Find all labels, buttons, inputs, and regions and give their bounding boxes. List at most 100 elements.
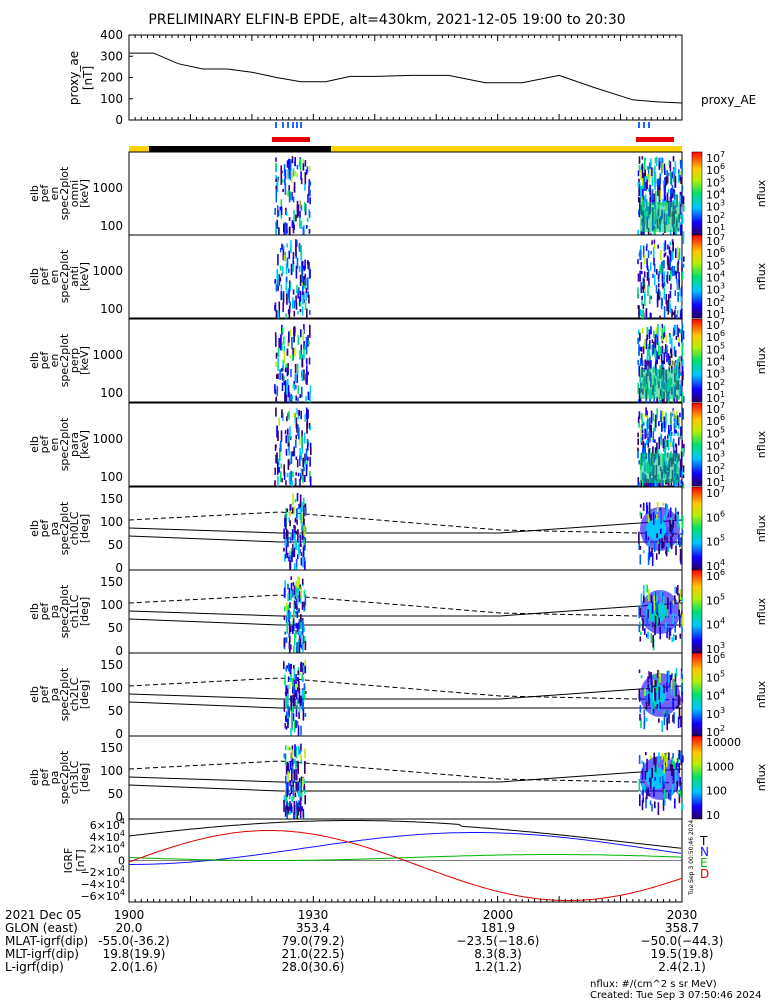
energy-left-pixel [306,308,308,321]
pa-right-pixel [638,543,640,550]
pa-left-pixel [298,711,300,719]
pa-left-pixel [293,524,295,529]
pa-left-pixel [294,792,297,798]
pa-right-pixel [664,800,666,806]
energy-left-pixel [292,471,294,478]
energy-right-pixel [673,266,676,276]
pa-right-pixel [651,681,653,693]
energy-left-pixel [304,259,306,270]
energy-left-pixel [304,172,307,185]
energy-right-pixel [641,178,644,191]
energy-left-pixel [280,284,283,290]
energy-right-pixel [670,431,673,436]
energy-left-pixel [275,175,277,182]
pa-right-pixel [662,775,664,787]
pa-left-pixel [286,622,288,634]
energy-left-pixel [288,227,291,237]
pa-left-pixel [299,638,301,644]
energy-right-pixel [668,359,670,365]
energy-right-pixel [652,430,655,443]
energy-left-pixel [275,335,277,347]
pa-right-pixel [674,798,676,809]
energy-right-pixel [655,327,658,334]
energy-left-pixel [286,211,288,216]
energy-right-pixel [662,160,664,173]
pa-right-pixel [668,792,670,800]
pa-right-pixel [649,773,651,783]
energy-right-pixel [649,312,652,324]
energy-left-pixel [282,412,284,422]
energy-left-pixel [296,459,299,468]
energy-left-pixel [290,394,293,405]
energy-left-pixel [301,261,303,271]
energy-right-pixel [670,196,672,208]
pa-right-pixel [671,784,674,794]
energy-right-pixel [649,355,651,368]
energy-left-pixel [299,200,301,209]
energy-left-pixel [285,435,287,444]
pa-left-pixel [297,554,299,560]
pa-left-pixel [296,700,299,710]
science-marker [300,122,302,128]
energy-left-pixel [308,357,311,365]
pa-left-pixel [288,633,290,638]
energy-right-pixel [666,170,668,177]
pa-left-pixel [292,499,294,505]
energy-left-pixel [293,310,296,317]
pa-left-pixel [299,749,301,754]
energy-right-pixel [652,345,655,354]
energy-left-pixel [305,358,308,365]
pa-right-pixel [668,627,671,640]
energy-left-pixel [280,206,283,216]
energy-left-pixel [290,170,293,183]
pa-left-pixel [301,674,304,680]
energy-right-pixel [637,273,640,282]
energy-right-pixel [670,250,673,262]
pa-right-pixel [640,513,643,519]
energy-right-pixel [649,188,651,196]
energy-right-pixel [655,334,657,338]
pa-left-pixel [299,801,301,805]
energy-left-pixel [293,446,295,457]
energy-left-pixel [284,430,287,435]
pa-right-pixel [674,507,677,516]
energy-right-pixel [678,417,681,424]
energy-right-pixel [662,283,664,289]
pa-left-pixel [286,612,289,621]
pa-cbar-tick: 106 [706,568,725,583]
pa-right-pixel [663,684,665,694]
energy-right-pixel [640,169,642,180]
energy-right-pixel [653,330,655,338]
energy-left-pixel [278,274,281,286]
energy-left-pixel [288,158,290,171]
energy-left-pixel [276,374,278,379]
pa-right-pixel [655,680,657,688]
pa-left-pixel [305,506,307,516]
pa-right-pixel [678,762,680,774]
energy-left-pixel [277,310,280,322]
pa-cbar-tick: 106 [706,509,725,524]
pa-left-pixel [302,777,304,787]
pa-right-pixel [657,802,660,815]
energy-right-pixel [653,243,656,249]
energy-left-pixel [301,430,303,439]
energy-panel-label: elb [28,352,41,369]
energy-right-pixel [646,365,649,369]
pa-left-pixel [294,633,296,646]
energy-right-pixel [679,287,681,297]
energy-left-pixel [275,310,278,320]
energy-right-pixel [680,176,682,184]
energy-right-pixel [674,290,677,297]
energy-left-pixel [299,448,301,461]
energy-ytick: 100 [100,386,123,400]
energy-right-pixel [647,359,649,371]
energy-right-pixel [662,332,665,339]
energy-left-pixel [286,293,288,305]
energy-left-pixel [289,355,291,359]
energy-right-pixel [648,351,650,361]
pa-left-pixel [291,796,293,803]
energy-left-pixel [279,206,282,211]
pa-left-pixel [297,576,299,589]
pa-left-pixel [302,534,305,543]
pa-right-pixel [656,604,659,616]
